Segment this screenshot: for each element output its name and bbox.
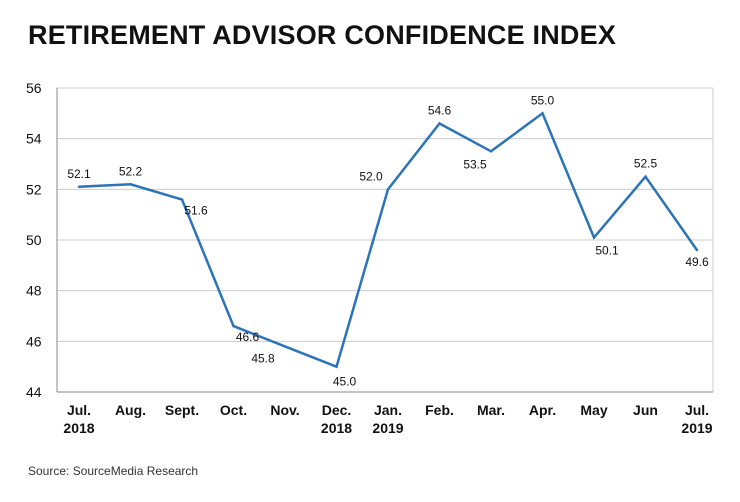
- data-label: 52.1: [67, 167, 91, 181]
- data-label: 51.6: [184, 203, 208, 217]
- y-tick-label: 54: [26, 131, 42, 147]
- data-point: [438, 122, 441, 125]
- data-point: [489, 150, 493, 153]
- data-point: [541, 112, 544, 115]
- source-note: Source: SourceMedia Research: [28, 464, 199, 478]
- data-point: [644, 175, 647, 178]
- data-point: [77, 185, 81, 188]
- y-tick-label: 50: [26, 232, 42, 248]
- x-tick-label: Dec.: [322, 402, 352, 418]
- x-tick-label: Jul.: [67, 402, 91, 418]
- data-label: 45.8: [251, 351, 275, 365]
- data-label: 50.1: [595, 243, 619, 257]
- chart-title: RETIREMENT ADVISOR CONFIDENCE INDEX: [28, 20, 617, 50]
- y-tick-label: 46: [26, 333, 42, 349]
- x-tick-label: May: [580, 402, 607, 418]
- data-point: [592, 236, 596, 239]
- y-tick-label: 48: [26, 283, 42, 299]
- data-point: [386, 188, 390, 191]
- y-tick-label: 44: [26, 384, 42, 400]
- data-label: 52.5: [634, 157, 658, 171]
- x-tick-label: Nov.: [270, 402, 299, 418]
- x-tick-label: Aug.: [115, 402, 146, 418]
- x-tick-label: Oct.: [220, 402, 247, 418]
- data-point: [283, 345, 287, 348]
- data-label: 46.6: [236, 330, 260, 344]
- data-label: 53.5: [463, 157, 487, 171]
- x-tick-label: Feb.: [425, 402, 454, 418]
- x-tick-label: Jul.: [685, 402, 709, 418]
- data-label: 55.0: [531, 93, 555, 107]
- x-tick-label: Jun: [633, 402, 658, 418]
- data-point: [232, 324, 235, 328]
- data-point: [180, 198, 184, 201]
- x-tick-label: 2019: [681, 420, 712, 436]
- y-tick-label: 52: [26, 181, 42, 197]
- data-label: 52.0: [359, 169, 383, 183]
- y-tick-label: 56: [26, 80, 42, 96]
- data-label: 49.6: [685, 255, 709, 269]
- x-tick-label: Mar.: [477, 402, 505, 418]
- x-tick-label: Sept.: [165, 402, 199, 418]
- data-label: 54.6: [428, 103, 452, 117]
- x-tick-label: 2018: [321, 420, 352, 436]
- data-point: [695, 248, 699, 252]
- data-label: 52.2: [119, 164, 143, 178]
- data-point: [335, 365, 338, 368]
- x-tick-label: Jan.: [374, 402, 402, 418]
- x-tick-label: 2018: [63, 420, 94, 436]
- data-label: 45.0: [333, 375, 357, 389]
- data-point: [129, 183, 132, 186]
- x-tick-label: Apr.: [529, 402, 556, 418]
- x-tick-label: 2019: [372, 420, 403, 436]
